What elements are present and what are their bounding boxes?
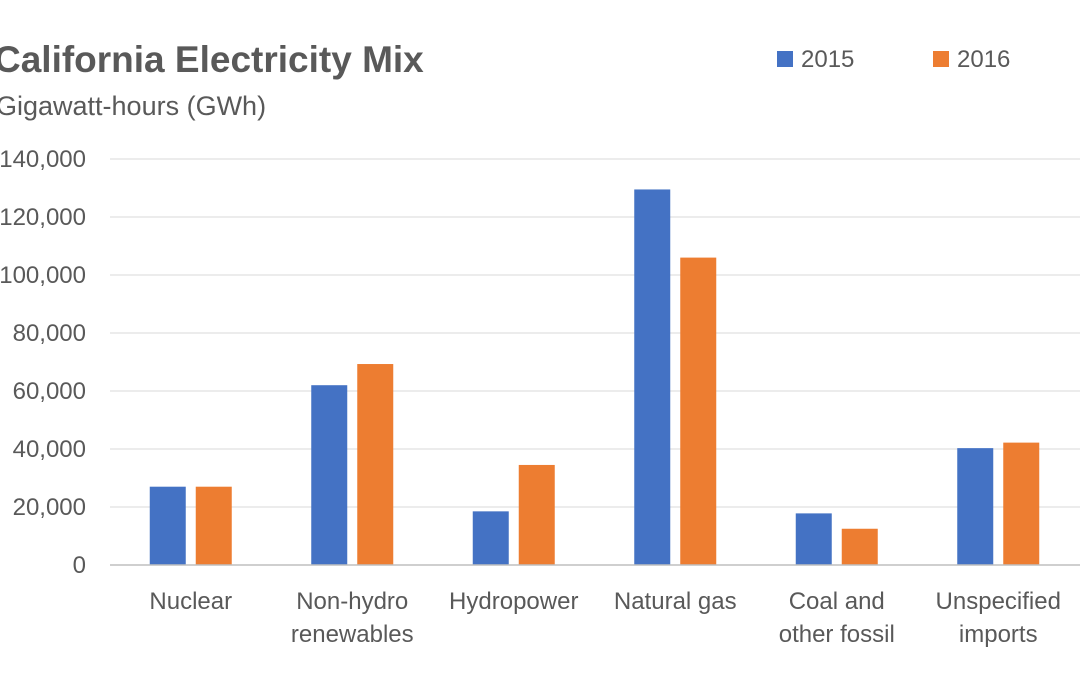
y-tick-label: 80,000 (13, 320, 86, 347)
x-tick-label: renewables (291, 621, 414, 648)
bar-2016 (841, 528, 878, 565)
category-labels: Nuclear Non-hydro renewables Hydropower Natu… (149, 588, 1061, 648)
bar-2015 (149, 486, 186, 565)
gridlines (110, 158, 1080, 508)
y-tick-label: 140,000 (0, 146, 86, 173)
bars (149, 189, 1040, 565)
y-tick-label: 100,000 (0, 262, 86, 289)
bar-2016 (195, 486, 232, 565)
legend-swatch (777, 51, 793, 67)
x-tick-label: Non-hydro (296, 588, 408, 615)
x-tick-label: Natural gas (614, 588, 737, 615)
bar-2016 (1003, 442, 1040, 565)
bar-2015 (795, 513, 832, 565)
chart-subtitle: Gigawatt-hours (GWh) (0, 91, 266, 121)
y-axis-ticks: 0 20,000 40,000 60,000 80,000 100,000 120,000 1… (0, 146, 86, 579)
x-tick-label: other fossil (779, 621, 895, 648)
bar-2015 (311, 385, 348, 565)
y-tick-label: 0 (73, 552, 86, 579)
y-tick-label: 40,000 (13, 436, 86, 463)
x-tick-label: imports (959, 621, 1038, 648)
legend: 2015 2016 (777, 46, 1010, 73)
x-tick-label: Unspecified (936, 588, 1061, 615)
bar-2016 (680, 257, 717, 565)
legend-label: 2015 (801, 46, 854, 73)
x-tick-label: Coal and (789, 588, 885, 615)
bar-2015 (957, 448, 994, 565)
bar-2015 (634, 189, 671, 565)
x-tick-label: Nuclear (149, 588, 232, 615)
chart-title: California Electricity Mix (0, 39, 424, 80)
y-tick-label: 20,000 (13, 494, 86, 521)
x-tick-label: Hydropower (449, 588, 578, 615)
bar-2016 (518, 464, 555, 565)
legend-label: 2016 (957, 46, 1010, 73)
legend-swatch (933, 51, 949, 67)
bar-2016 (357, 364, 394, 565)
bar-2015 (472, 511, 509, 565)
y-tick-label: 120,000 (0, 204, 86, 231)
y-tick-label: 60,000 (13, 378, 86, 405)
